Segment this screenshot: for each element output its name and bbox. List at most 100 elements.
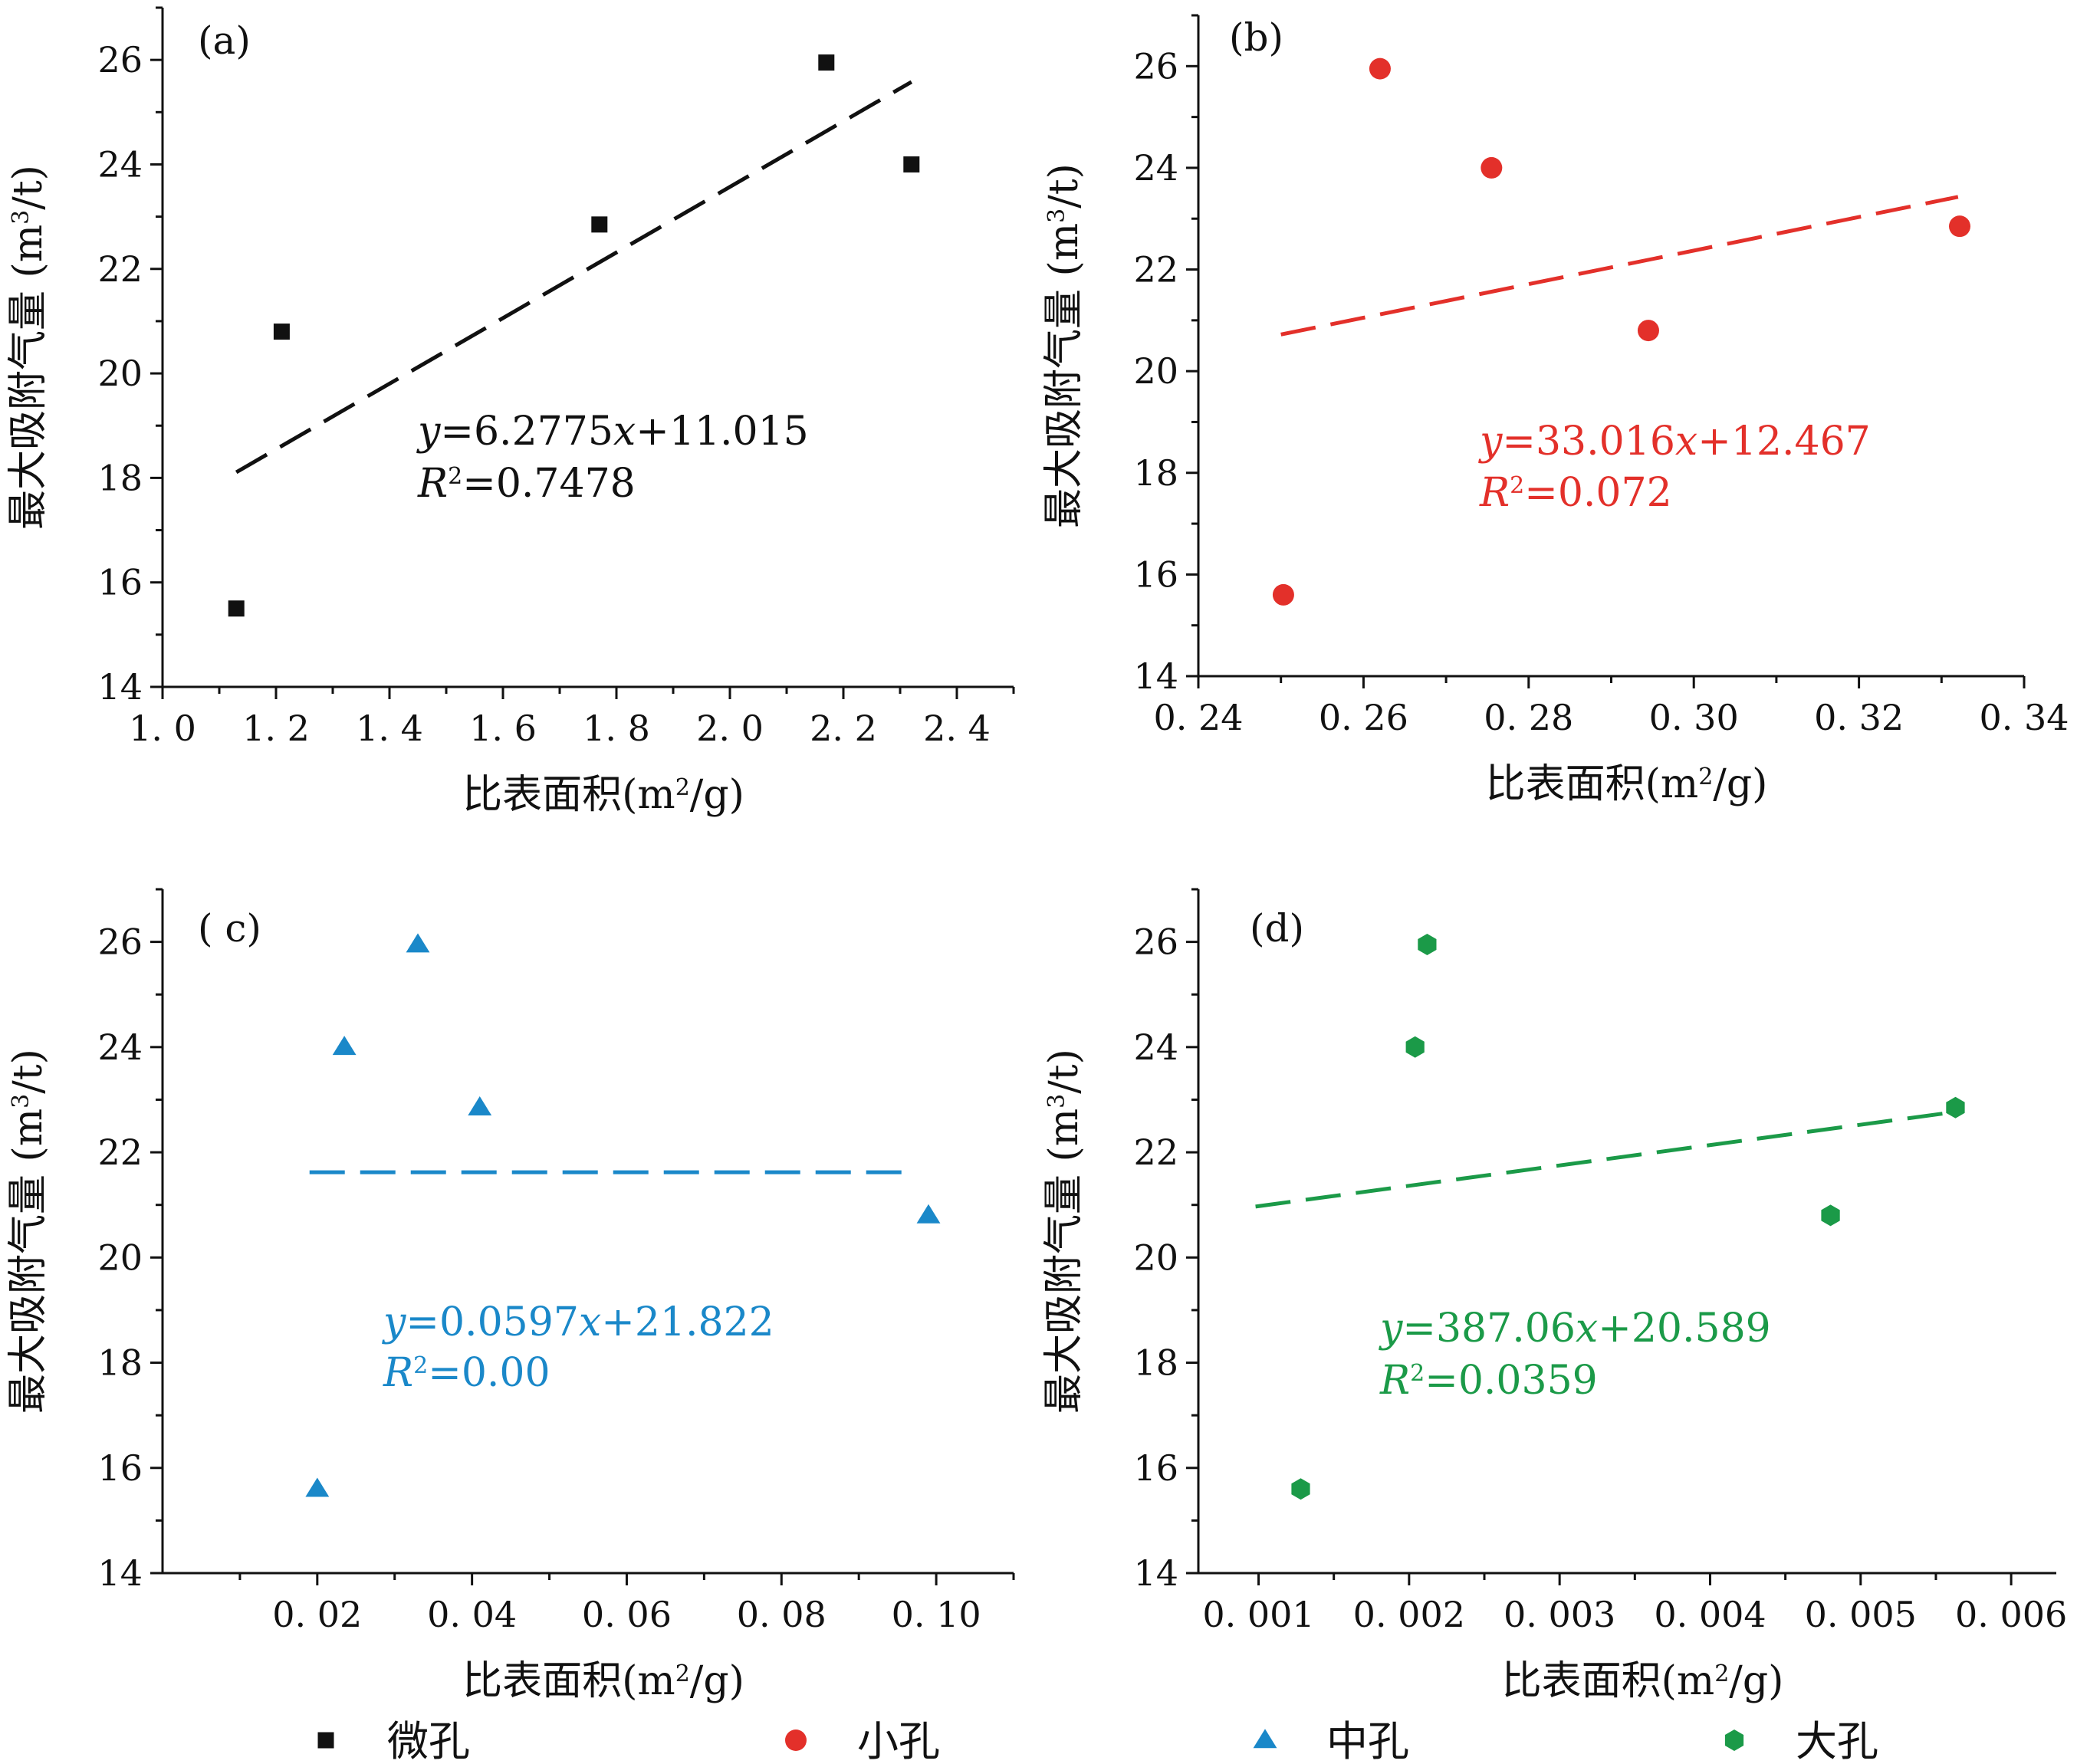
x-tick-label: 0. 003	[1504, 1594, 1615, 1635]
data-point	[1272, 583, 1294, 606]
data-point	[1821, 1204, 1840, 1227]
y-axis-title: 最大吸附气量 (m3/t)	[1041, 1049, 1087, 1414]
data-point	[273, 324, 290, 340]
y-tick-label: 14	[1133, 1552, 1178, 1594]
x-axis-title: 比表面积(m2/g)	[462, 772, 744, 818]
panel-label: (b)	[1229, 15, 1283, 60]
y-tick-label: 22	[1133, 249, 1178, 291]
data-point	[1418, 934, 1437, 955]
data-point	[818, 54, 835, 71]
chart-panel-4: 14 16 18 20 22 24 26 0. 001 0. 002 0. 003 0. 004 0.…	[1041, 888, 2067, 1704]
x-tick-label: 0. 006	[1955, 1594, 2067, 1635]
regression-equation: y=0.0597x+21.822	[382, 1299, 774, 1345]
panel-label: (d)	[1250, 906, 1304, 951]
x-tick-label: 0. 10	[892, 1594, 981, 1635]
x-axis-title: 比表面积(m2/g)	[1502, 1658, 1784, 1704]
y-tick-label: 16	[97, 562, 143, 603]
x-tick-label: 0. 34	[1979, 697, 2069, 738]
x-axis-title: 比表面积(m2/g)	[462, 1658, 744, 1704]
data-point	[1369, 57, 1391, 80]
y-tick-label: 24	[1133, 1027, 1178, 1068]
r-squared: R2=0.00	[383, 1350, 550, 1396]
y-tick-label: 18	[97, 1342, 143, 1384]
y-tick-label: 18	[1133, 1342, 1178, 1384]
data-point	[332, 1036, 357, 1056]
legend-label: 大孔	[1796, 1717, 1878, 1764]
x-tick-label: 0. 04	[427, 1594, 517, 1635]
y-tick-label: 16	[97, 1447, 143, 1489]
x-tick-label: 0. 001	[1202, 1594, 1314, 1635]
regression-line	[1255, 1109, 1959, 1209]
panel-label: (a)	[198, 18, 251, 63]
y-tick-label: 18	[97, 457, 143, 498]
x-tick-label: 0. 002	[1353, 1594, 1465, 1635]
y-axis-title: 最大吸附气量 (m3/t)	[5, 165, 51, 530]
data-point	[1946, 1096, 1965, 1119]
x-tick-label: 0. 08	[737, 1594, 827, 1635]
y-tick-label: 16	[1133, 554, 1178, 595]
x-tick-label: 0. 06	[582, 1594, 672, 1635]
chart-panel-2: 14 16 18 20 22 24 26 0. 24 0. 26 0. 28 0. 30 0. 32 0…	[1041, 14, 2069, 807]
y-tick-label: 18	[1133, 452, 1178, 494]
x-tick-label: 0. 32	[1814, 697, 1904, 738]
y-tick-label: 24	[97, 143, 143, 185]
data-point	[591, 216, 608, 233]
regression-equation: y=387.06x+20.589	[1379, 1306, 1771, 1352]
x-tick-label: 0. 004	[1654, 1594, 1766, 1635]
data-point	[1481, 156, 1503, 179]
legend-label: 小孔	[857, 1717, 940, 1764]
x-tick-label: 1. 6	[469, 708, 537, 749]
y-tick-label: 22	[97, 248, 143, 290]
y-tick-label: 20	[97, 353, 143, 394]
y-tick-label: 20	[1133, 350, 1178, 392]
y-tick-label: 26	[97, 921, 143, 963]
data-point	[305, 1477, 330, 1497]
x-tick-label: 2. 0	[696, 708, 764, 749]
legend-item: 微孔	[317, 1717, 470, 1764]
regression-equation: y=33.016x+12.467	[1478, 419, 1871, 465]
y-axis-title: 最大吸附气量 (m3/t)	[5, 1049, 51, 1414]
data-point	[1405, 1036, 1425, 1058]
legend-marker	[1724, 1730, 1744, 1751]
data-point	[406, 933, 430, 953]
data-point	[468, 1096, 492, 1116]
legend: 微孔 小孔 中孔 大孔	[317, 1717, 1878, 1764]
data-point	[1948, 215, 1970, 238]
regression-line	[1280, 195, 1959, 337]
legend-label: 中孔	[1326, 1717, 1409, 1764]
x-axis-title: 比表面积(m2/g)	[1486, 761, 1768, 807]
regression-equation: y=6.2775x+11.015	[416, 409, 809, 455]
x-tick-label: 1. 0	[129, 708, 196, 749]
x-tick-label: 0. 26	[1319, 697, 1408, 738]
regression-line	[235, 80, 913, 475]
legend-marker	[317, 1732, 334, 1749]
data-point	[1637, 320, 1659, 342]
legend-item: 小孔	[785, 1717, 940, 1764]
data-point	[916, 1204, 941, 1224]
y-tick-label: 24	[1133, 147, 1178, 189]
x-tick-label: 1. 2	[242, 708, 310, 749]
y-tick-label: 26	[1133, 45, 1178, 87]
y-tick-label: 20	[1133, 1237, 1178, 1278]
y-tick-label: 26	[97, 39, 143, 80]
x-tick-label: 0. 02	[272, 1594, 362, 1635]
x-tick-label: 0. 28	[1484, 697, 1573, 738]
r-squared: R2=0.072	[1479, 470, 1672, 516]
x-tick-label: 2. 2	[810, 708, 877, 749]
y-tick-label: 20	[97, 1237, 143, 1278]
y-tick-label: 22	[1133, 1132, 1178, 1173]
legend-marker	[1253, 1729, 1277, 1749]
legend-label: 微孔	[387, 1717, 470, 1764]
legend-item: 大孔	[1724, 1717, 1878, 1764]
r-squared: R2=0.0359	[1379, 1358, 1598, 1404]
data-point	[903, 156, 920, 172]
data-point	[1291, 1478, 1310, 1500]
y-tick-label: 22	[97, 1132, 143, 1173]
y-axis-title: 最大吸附气量 (m3/t)	[1041, 163, 1087, 528]
y-tick-label: 14	[1133, 655, 1178, 697]
x-tick-label: 0. 30	[1649, 697, 1739, 738]
y-tick-label: 14	[97, 1552, 143, 1594]
legend-item: 中孔	[1253, 1717, 1409, 1764]
chart-panel-3: 14 16 18 20 22 24 26 0. 02 0. 04 0. 06 0. 08 0. 10 比…	[5, 888, 1015, 1704]
